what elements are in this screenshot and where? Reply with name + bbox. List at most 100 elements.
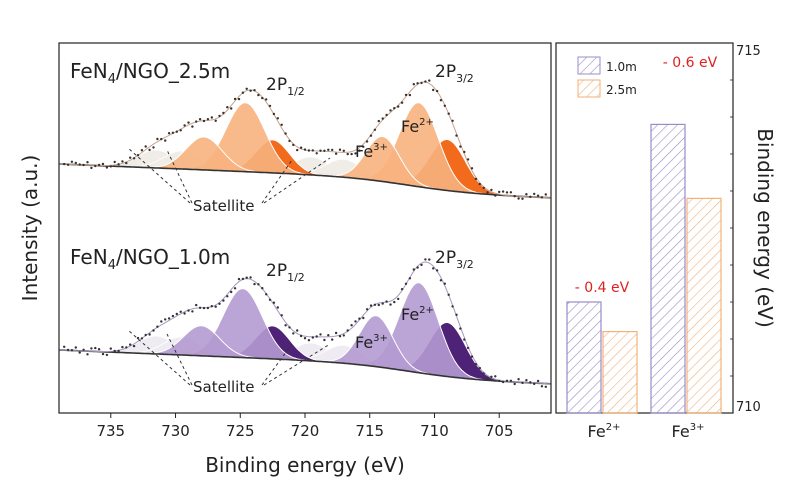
xps-panel-0 [58, 79, 551, 200]
data-point [144, 145, 147, 148]
fe3-label-bottom: Fe3+ [355, 333, 388, 352]
data-point [70, 160, 74, 163]
data-point [265, 98, 268, 101]
data-point [105, 353, 109, 357]
xps-spectra-panel: 735 730 725 720 715 710 705 FeN4/NGO_2.5m 2P1/… [18, 42, 552, 477]
data-point [319, 149, 322, 152]
xps-x-tick-label: 710 [420, 422, 449, 440]
data-point [466, 346, 470, 350]
satellite-leaders-bottom [127, 329, 331, 386]
data-point [307, 149, 311, 152]
data-point [529, 381, 532, 384]
fe3-label-top: Fe3+ [355, 142, 388, 161]
data-point [455, 134, 458, 137]
data-point [354, 320, 357, 323]
data-point [179, 310, 182, 313]
data-point [113, 349, 116, 353]
data-point [265, 293, 268, 296]
data-point [463, 150, 466, 154]
data-point [490, 375, 493, 378]
data-point [412, 268, 415, 271]
data-point [482, 186, 485, 190]
bar-2-5m-cat-1 [686, 197, 722, 414]
data-point [136, 154, 140, 157]
peak-label-2p32-bottom: 2P3/2 [435, 248, 474, 271]
data-point [198, 118, 202, 121]
data-point [233, 97, 237, 101]
data-point [101, 162, 105, 166]
data-point [70, 349, 74, 352]
data-point [226, 106, 229, 109]
data-point [101, 352, 105, 356]
data-point [261, 287, 264, 290]
data-point [513, 382, 516, 386]
data-point [105, 166, 109, 169]
data-point [385, 113, 388, 117]
data-point [210, 116, 213, 119]
data-point [408, 93, 412, 97]
data-point [94, 346, 97, 350]
data-point [517, 378, 520, 381]
data-point [171, 131, 175, 134]
sample-label-1-0m: FeN4/NGO_1.0m [70, 245, 230, 273]
data-point [478, 366, 481, 370]
data-point [342, 149, 345, 152]
data-point [171, 314, 175, 318]
data-point [257, 93, 260, 97]
data-point [365, 308, 369, 311]
data-point [323, 149, 326, 152]
bar-1-0m-cat-0 [566, 301, 602, 414]
data-point [381, 302, 384, 305]
data-point [191, 125, 194, 128]
xps-panel-1 [58, 258, 551, 388]
data-point [389, 303, 392, 306]
delta-annotation-fe3: - 0.6 eV [663, 55, 718, 71]
data-point [474, 177, 478, 181]
data-point [470, 355, 474, 358]
data-point [206, 118, 210, 121]
data-point [210, 305, 213, 308]
data-point [90, 166, 93, 170]
data-point [381, 117, 384, 120]
peak-label-2p12-bottom: 2P1/2 [266, 261, 305, 284]
data-point [253, 89, 256, 92]
data-point [505, 379, 509, 382]
data-point [377, 119, 380, 123]
data-point [373, 303, 377, 306]
data-point [97, 163, 101, 167]
data-point [109, 347, 113, 350]
delta-annotation-fe2: - 0.4 eV [575, 280, 630, 296]
data-point [365, 140, 369, 143]
data-point [214, 119, 217, 123]
data-point [428, 258, 431, 261]
data-point [164, 139, 167, 142]
data-point [237, 97, 241, 101]
data-point [327, 334, 330, 337]
data-point [466, 158, 470, 161]
data-point [443, 282, 446, 285]
data-point [323, 338, 326, 342]
data-point [315, 152, 318, 155]
data-point [125, 161, 128, 165]
data-point [474, 363, 478, 366]
data-point [156, 325, 159, 328]
data-point [346, 152, 349, 156]
data-point [148, 333, 151, 336]
data-point [501, 380, 505, 384]
data-point [132, 157, 136, 160]
data-point [389, 109, 392, 112]
data-point [400, 101, 404, 104]
data-point [284, 132, 287, 135]
data-point [233, 287, 237, 290]
data-point [505, 191, 509, 194]
xps-x-tick-label: 730 [161, 422, 190, 440]
data-point [303, 148, 307, 151]
data-point [369, 304, 373, 307]
data-point [350, 152, 353, 156]
data-point [187, 121, 190, 124]
data-point [90, 347, 93, 350]
data-point [416, 82, 419, 85]
data-point [334, 152, 338, 155]
data-point [533, 382, 536, 386]
data-point [501, 190, 505, 193]
